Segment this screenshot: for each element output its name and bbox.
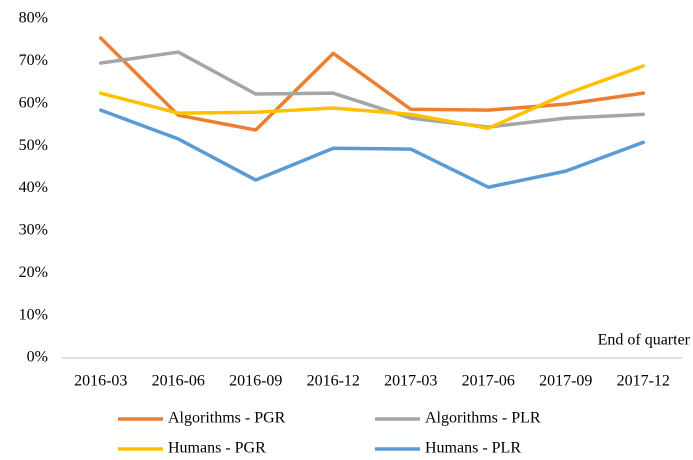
y-tick-label: 60% xyxy=(19,94,48,111)
series-line xyxy=(99,36,645,132)
x-tick-label: 2017-03 xyxy=(384,373,437,390)
legend-label: Algorithms - PLR xyxy=(425,410,541,427)
y-tick-label: 80% xyxy=(19,10,48,27)
y-tick-label: 50% xyxy=(19,137,48,154)
y-tick-label: 30% xyxy=(19,222,48,239)
y-tick-label: 40% xyxy=(19,179,48,196)
x-tick-label: 2016-12 xyxy=(307,373,360,390)
legend-label: Algorithms - PGR xyxy=(168,410,286,427)
x-tick-label: 2016-06 xyxy=(152,373,205,390)
series-line xyxy=(99,108,645,189)
legend-label: Humans - PLR xyxy=(425,440,521,457)
x-tick-label: 2017-09 xyxy=(539,373,592,390)
x-tick-label: 2016-03 xyxy=(74,373,127,390)
y-tick-label: 10% xyxy=(19,306,48,323)
x-tick-label: 2017-12 xyxy=(617,373,670,390)
y-tick-label: 0% xyxy=(27,349,48,366)
x-tick-label: 2016-09 xyxy=(229,373,282,390)
x-tick-label: 2017-06 xyxy=(462,373,515,390)
y-tick-label: 20% xyxy=(19,264,48,281)
series-line xyxy=(99,64,645,131)
x-axis-label: End of quarter xyxy=(598,332,691,349)
y-tick-label: 70% xyxy=(19,52,48,69)
series-line xyxy=(99,50,645,129)
legend-label: Humans - PGR xyxy=(168,440,266,457)
